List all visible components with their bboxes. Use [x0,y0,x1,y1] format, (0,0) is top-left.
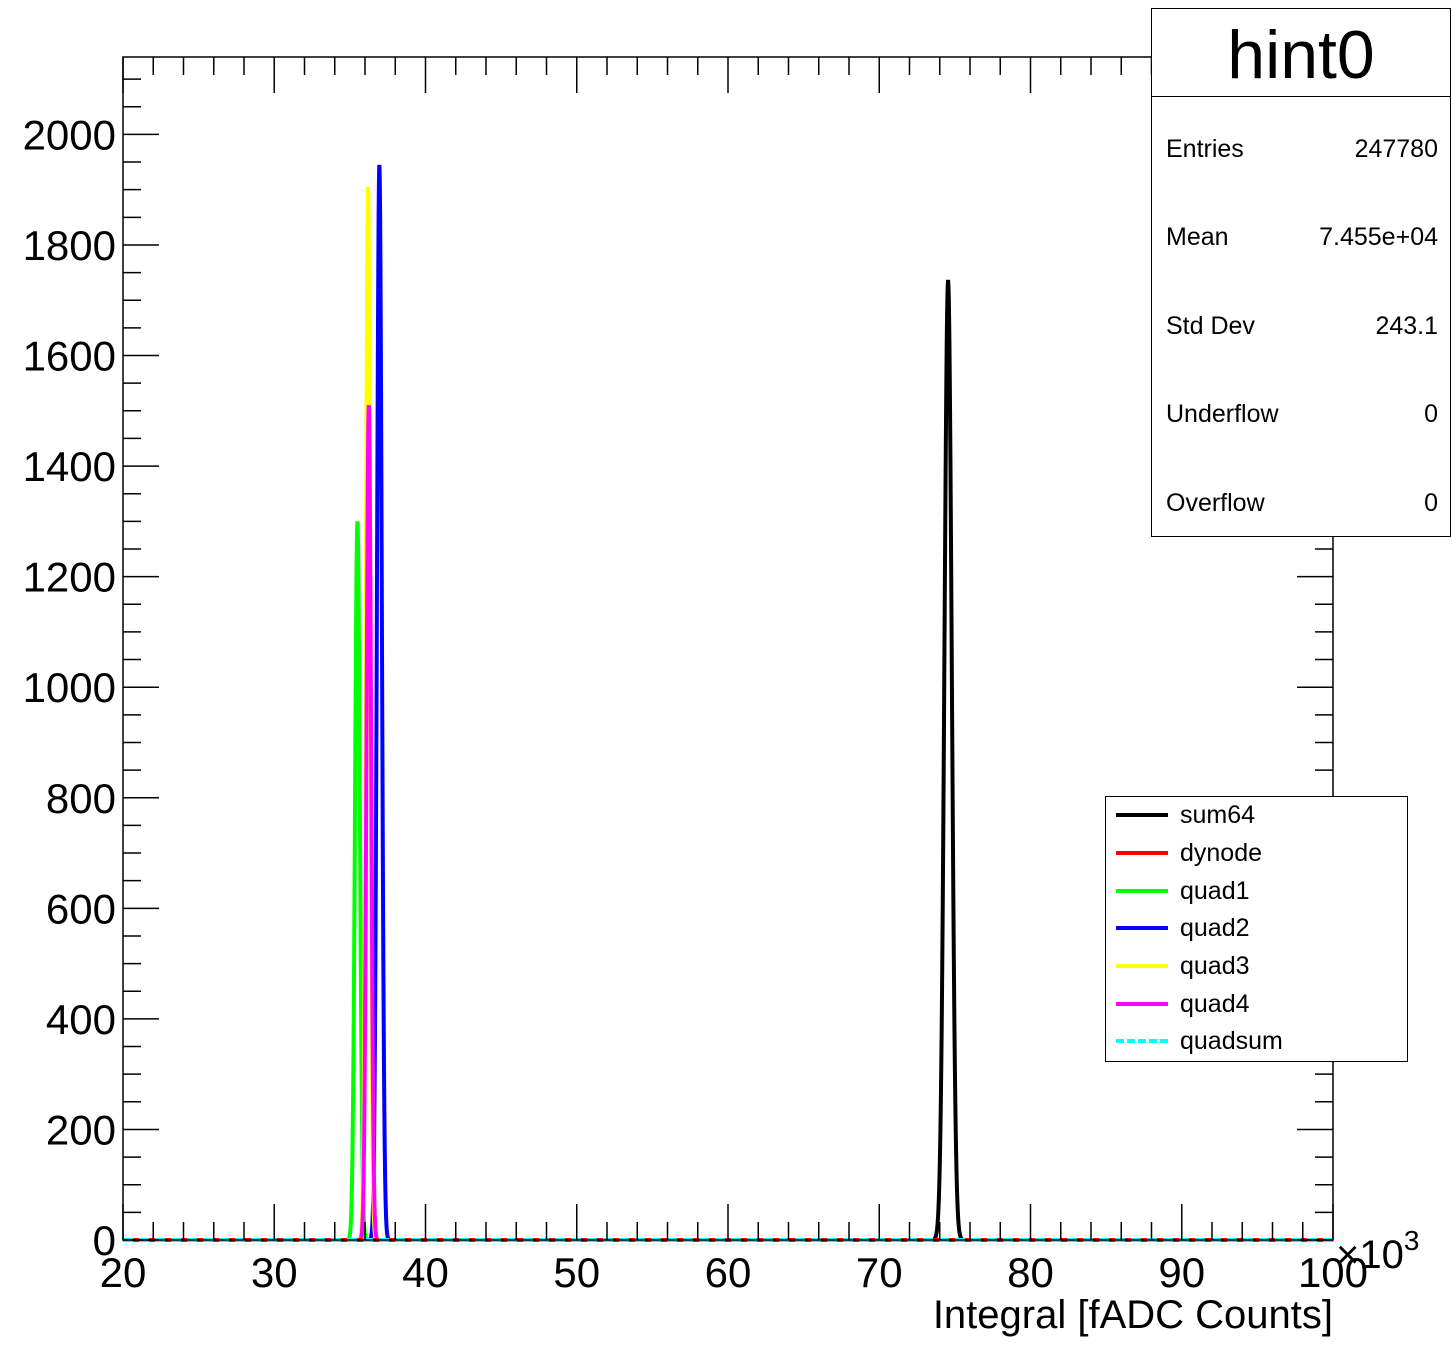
stats-label: Std Dev [1166,311,1255,340]
stats-label: Entries [1166,134,1244,163]
stats-title: hint0 [1152,9,1450,97]
legend-label: quad1 [1180,876,1250,905]
legend-swatch [1116,1002,1168,1006]
x-tick-label: 90 [1158,1249,1205,1296]
stats-row-mean: Mean 7.455e+04 [1166,217,1438,257]
legend-swatch [1116,889,1168,893]
legend-label: quad2 [1180,913,1250,942]
y-tick-label: 1000 [23,664,116,711]
y-tick-label: 800 [46,775,116,822]
y-tick-label: 1800 [23,222,116,269]
x-tick-label: 30 [251,1249,298,1296]
legend-item-quadsum: quadsum [1116,1023,1283,1059]
legend-label: quadsum [1180,1026,1283,1055]
legend: sum64 dynode quad1 quad2 quad3 quad4 qua… [1105,796,1408,1062]
x-tick-label: 50 [553,1249,600,1296]
legend-item-sum64: sum64 [1116,797,1255,833]
stats-value: 0 [1424,488,1438,517]
stats-value: 7.455e+04 [1319,222,1438,251]
stats-row-underflow: Underflow 0 [1166,394,1438,434]
stats-value: 247780 [1354,134,1438,163]
y-tick-label: 0 [93,1217,116,1264]
tick-labels: 20 30 40 50 60 70 80 90 100020040060080010001200… [23,111,1368,1296]
legend-item-dynode: dynode [1116,835,1262,871]
y-tick-label: 1200 [23,554,116,601]
legend-swatch [1116,813,1168,817]
x-tick-label: 80 [1007,1249,1054,1296]
legend-label: dynode [1180,838,1263,867]
legend-swatch [1116,1039,1168,1043]
legend-item-quad3: quad3 [1116,948,1250,984]
y-tick-label: 2000 [23,111,116,158]
y-tick-label: 400 [46,996,116,1043]
y-tick-label: 600 [46,885,116,932]
legend-label: quad4 [1180,989,1250,1018]
x-axis-title: Integral [fADC Counts] [933,1293,1333,1337]
legend-swatch [1116,964,1168,968]
stats-label: Overflow [1166,488,1265,517]
legend-label: quad3 [1180,951,1250,980]
x-tick-label: 20 [100,1249,147,1296]
legend-label: sum64 [1180,800,1256,829]
x-multiplier: ×103 [1336,1225,1419,1277]
stats-row-entries: Entries 247780 [1166,129,1438,169]
stats-label: Underflow [1166,399,1279,428]
x-tick-label: 100 [1298,1249,1368,1296]
stats-value: 0 [1424,399,1438,428]
legend-item-quad2: quad2 [1116,910,1250,946]
legend-swatch [1116,926,1168,930]
legend-item-quad4: quad4 [1116,986,1250,1022]
x-tick-label: 40 [402,1249,449,1296]
x-tick-label: 60 [705,1249,752,1296]
stats-value: 243.1 [1375,311,1438,340]
stats-row-overflow: Overflow 0 [1166,483,1438,523]
y-tick-label: 1600 [23,333,116,380]
x-tick-label: 70 [856,1249,903,1296]
legend-item-quad1: quad1 [1116,873,1250,909]
stats-label: Mean [1166,222,1229,251]
stats-box: hint0 Entries 247780 Mean 7.455e+04 Std … [1151,8,1451,537]
legend-swatch [1116,851,1168,855]
stats-row-stddev: Std Dev 243.1 [1166,306,1438,346]
y-tick-label: 1400 [23,443,116,490]
y-tick-label: 200 [46,1106,116,1153]
